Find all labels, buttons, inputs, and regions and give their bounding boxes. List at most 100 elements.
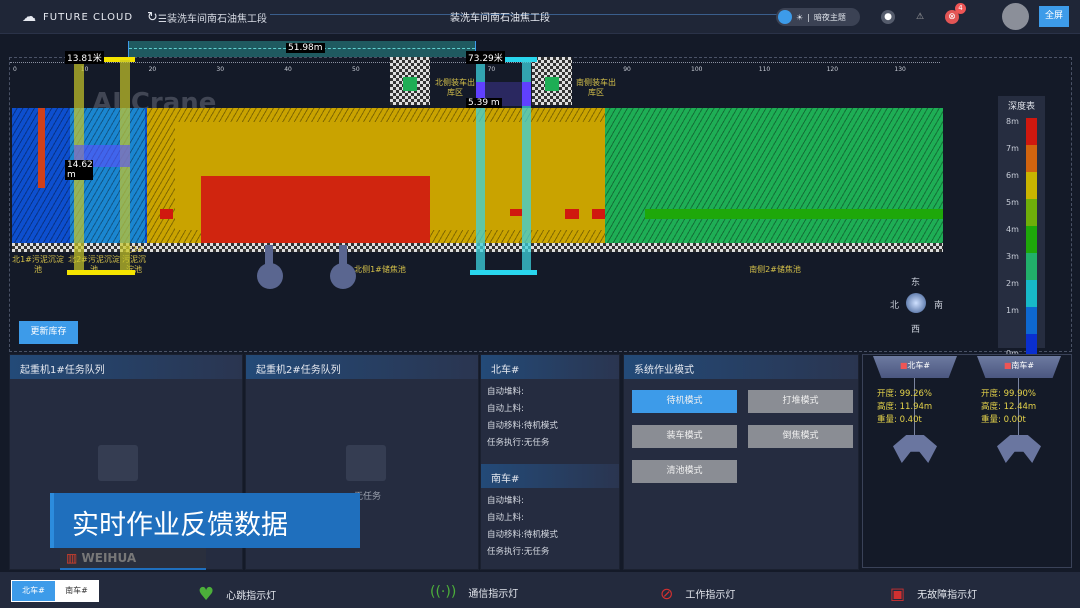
ruler-tick-label: 130 <box>894 66 906 73</box>
mode-button[interactable]: 清池模式 <box>632 460 737 483</box>
ruler-tick-label: 110 <box>758 66 771 73</box>
legend-level: 2m <box>998 280 1045 307</box>
compass-icon <box>906 293 926 313</box>
mode-button[interactable]: 倒焦模式 <box>748 425 853 448</box>
hopper <box>257 263 283 289</box>
alarm-icon[interactable]: ⊗ <box>945 10 959 24</box>
toggle-north[interactable]: 北车# <box>12 581 55 601</box>
legend-swatch <box>1026 145 1037 172</box>
ruler-tick-label: 40 <box>284 66 292 73</box>
legend-level: 0m <box>998 334 1045 361</box>
legend-swatch <box>1026 307 1037 334</box>
legend-swatch <box>1026 226 1037 253</box>
mode-panel: 系统作业模式 待机模式 打堆模式 装车模式 倒焦模式 清池模式 <box>623 354 859 570</box>
crane1-bottom-beam <box>67 270 135 275</box>
header: ☁ FUTURE CLOUD ↻ ☰装洗车间南石油焦工段 装洗车间南石油焦工段 ☀ |… <box>0 0 1080 34</box>
mode-button[interactable]: 装车模式 <box>632 425 737 448</box>
breadcrumb-dropdown[interactable]: ☰装洗车间南石油焦工段 <box>158 14 267 25</box>
weihua-logo: ▥ WEIHUA <box>60 548 206 570</box>
north-store-label: 北侧1#储焦池 <box>354 265 406 274</box>
status-row: 任务执行:无任务 <box>487 547 550 557</box>
caption-overlay: 实时作业反馈数据 <box>50 493 360 548</box>
fullscreen-button[interactable]: 全屏 <box>1039 6 1069 27</box>
crane2-position: 73.29米 <box>466 51 505 64</box>
heat-cell <box>510 209 522 216</box>
car-status-panel: 北车# 自动堆料: 自动上料: 自动移料:待机模式 任务执行:无任务 南车# 自动堆料: 自… <box>480 354 620 570</box>
status-row: 自动堆料: <box>487 496 524 506</box>
legend-swatch <box>1026 199 1037 226</box>
crane-grab: ■北车# 开度: 99.26% 高度: 11.94m 重量: 0.40t <box>863 355 967 555</box>
toggle-south[interactable]: 南车# <box>55 581 98 601</box>
compass-south: 南 <box>934 301 944 311</box>
legend-swatch <box>1026 334 1037 361</box>
legend-level: 7m <box>998 145 1045 172</box>
grab-bucket-icon <box>997 435 1041 463</box>
south-load-label: 南侧装车出库区 <box>576 78 616 97</box>
page-title: 装洗车间南石油焦工段 <box>450 13 550 24</box>
status-row: 任务执行:无任务 <box>487 438 550 448</box>
moon-icon <box>778 10 792 24</box>
hopper <box>330 263 356 289</box>
warning-icon[interactable]: ⚠ <box>915 12 925 22</box>
brand: ☁ FUTURE CLOUD ↻ <box>22 9 159 25</box>
legend-swatch <box>1026 172 1037 199</box>
alert-badge: 4 <box>955 3 966 14</box>
distance-label: 51.98m <box>286 43 325 53</box>
update-inventory-button[interactable]: 更新库存 <box>19 321 78 344</box>
car-toggle[interactable]: 北车# 南车# <box>11 580 99 602</box>
crane-grab-panel: ■北车# 开度: 99.26% 高度: 11.94m 重量: 0.40t ■南车# … <box>862 354 1072 568</box>
legend-level: 4m <box>998 226 1045 253</box>
north-load-zone <box>390 57 430 105</box>
ruler-tick-label: 70 <box>487 66 496 73</box>
refresh-icon[interactable]: ↻ <box>147 9 159 25</box>
compass <box>896 283 936 323</box>
heartbeat-indicator: ♥ 心跳指示灯 <box>198 584 277 605</box>
compass-west: 西 <box>911 325 921 335</box>
legend-swatch <box>1026 253 1037 280</box>
mode-button[interactable]: 打堆模式 <box>748 390 853 413</box>
footer <box>0 572 1080 608</box>
ruler-tick-label: 10 <box>80 66 89 73</box>
heat-region-green <box>605 108 943 243</box>
no-work-icon: ⊘ <box>660 584 674 603</box>
antenna-icon: ((·)) <box>430 584 457 600</box>
north-load-label: 北侧装车出库区 <box>435 78 475 97</box>
header-divider <box>270 14 810 22</box>
ruler-tick-label: 0 <box>13 66 17 73</box>
heart-icon: ♥ <box>198 584 215 605</box>
crane-fault-icon: ▣ <box>890 584 906 603</box>
theme-toggle[interactable]: ☀ | 暗夜主题 <box>776 8 860 26</box>
north-pool2-label: 北2#污泥沉淀池 <box>68 255 120 274</box>
hopper <box>265 245 273 265</box>
status-row: 自动移料:待机模式 <box>487 530 558 540</box>
legend-level: 1m <box>998 307 1045 334</box>
bell-icon[interactable]: ● <box>881 10 895 24</box>
status-row: 自动堆料: <box>487 387 524 397</box>
south-store-label: 南侧2#储焦池 <box>749 265 801 274</box>
heat-cell <box>160 209 173 219</box>
legend-level: 6m <box>998 172 1045 199</box>
crane1-position: 13.81米 <box>65 51 104 64</box>
comm-indicator: ((·)) 通信指示灯 <box>430 584 519 600</box>
status-row: 自动移料:待机模式 <box>487 421 558 431</box>
ruler-tick-label: 90 <box>623 66 631 73</box>
ruler-tick-label: 20 <box>148 66 157 73</box>
heat-cell <box>592 209 606 219</box>
legend-level: 5m <box>998 199 1045 226</box>
avatar[interactable] <box>1002 3 1029 30</box>
grab-bucket-icon <box>893 435 937 463</box>
crane2-bottom-beam <box>470 270 537 275</box>
depth-legend: 深度表8m7m6m5m4m3m2m1m0m <box>998 96 1045 361</box>
crane1-height: 14.62 m <box>65 160 93 180</box>
mode-button[interactable]: 待机模式 <box>632 390 737 413</box>
work-indicator: ⊘ 工作指示灯 <box>660 584 736 603</box>
hopper <box>339 245 347 265</box>
heat-region-red <box>201 176 430 243</box>
legend-level: 8m <box>998 118 1045 145</box>
legend-swatch <box>1026 118 1037 145</box>
legend-swatch <box>1026 280 1037 307</box>
crane2-height: 5.39 m <box>466 98 502 108</box>
compass-north: 北 <box>890 301 900 311</box>
crane-grab: ■南车# 开度: 99.90% 高度: 12.44m 重量: 0.00t <box>967 355 1071 555</box>
south-load-zone <box>532 57 572 105</box>
